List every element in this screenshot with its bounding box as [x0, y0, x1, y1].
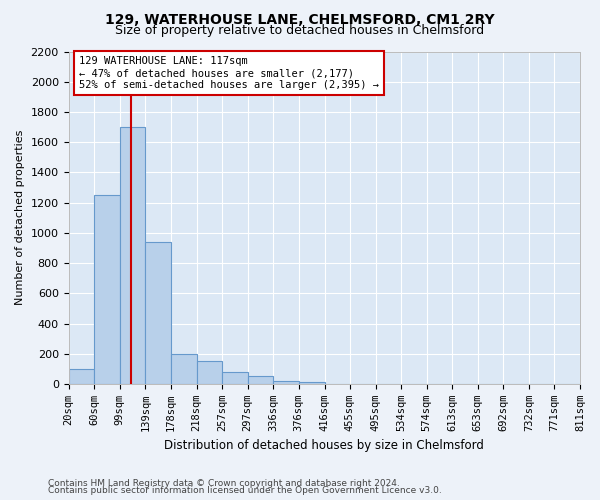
Bar	[222, 372, 248, 384]
Bar	[145, 242, 170, 384]
Text: 129 WATERHOUSE LANE: 117sqm
← 47% of detached houses are smaller (2,177)
52% of : 129 WATERHOUSE LANE: 117sqm ← 47% of det…	[79, 56, 379, 90]
X-axis label: Distribution of detached houses by size in Chelmsford: Distribution of detached houses by size …	[164, 440, 484, 452]
Bar	[94, 195, 119, 384]
Bar	[119, 127, 145, 384]
Text: 129, WATERHOUSE LANE, CHELMSFORD, CM1 2RY: 129, WATERHOUSE LANE, CHELMSFORD, CM1 2R…	[105, 12, 495, 26]
Bar	[273, 381, 299, 384]
Bar	[68, 369, 94, 384]
Bar	[170, 354, 197, 384]
Y-axis label: Number of detached properties: Number of detached properties	[15, 130, 25, 306]
Text: Contains public sector information licensed under the Open Government Licence v3: Contains public sector information licen…	[48, 486, 442, 495]
Text: Contains HM Land Registry data © Crown copyright and database right 2024.: Contains HM Land Registry data © Crown c…	[48, 478, 400, 488]
Bar	[197, 362, 222, 384]
Text: Size of property relative to detached houses in Chelmsford: Size of property relative to detached ho…	[115, 24, 485, 37]
Bar	[248, 376, 273, 384]
Bar	[299, 382, 325, 384]
